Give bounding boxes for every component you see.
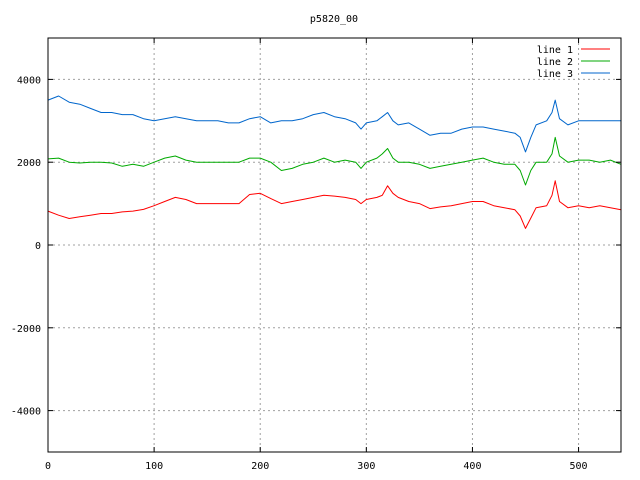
grid <box>48 38 621 452</box>
series-line-2 <box>47 136 622 186</box>
series-lines <box>47 95 622 229</box>
x-tick-label: 400 <box>463 461 481 472</box>
x-tick-label: 100 <box>145 461 163 472</box>
x-tick-label: 200 <box>251 461 269 472</box>
legend-label-3: line 3 <box>537 69 573 80</box>
legend-label-1: line 1 <box>537 45 573 56</box>
y-tick-label: 2000 <box>17 158 41 169</box>
y-tick-label: -4000 <box>11 407 41 418</box>
legend-label-2: line 2 <box>537 57 573 68</box>
series-line-1 <box>47 180 622 229</box>
y-tick-label: 4000 <box>17 75 41 86</box>
x-tick-label: 500 <box>570 461 588 472</box>
axis-ticks: 0 100 200 300 400 500 -4000 -2000 0 2000 4000 <box>11 38 621 472</box>
y-tick-label: 0 <box>35 241 41 252</box>
x-tick-label: 300 <box>357 461 375 472</box>
y-tick-label: -2000 <box>11 324 41 335</box>
series-line-3 <box>47 95 621 153</box>
x-tick-label: 0 <box>45 461 51 472</box>
chart-title: p5820_00 <box>310 14 358 25</box>
